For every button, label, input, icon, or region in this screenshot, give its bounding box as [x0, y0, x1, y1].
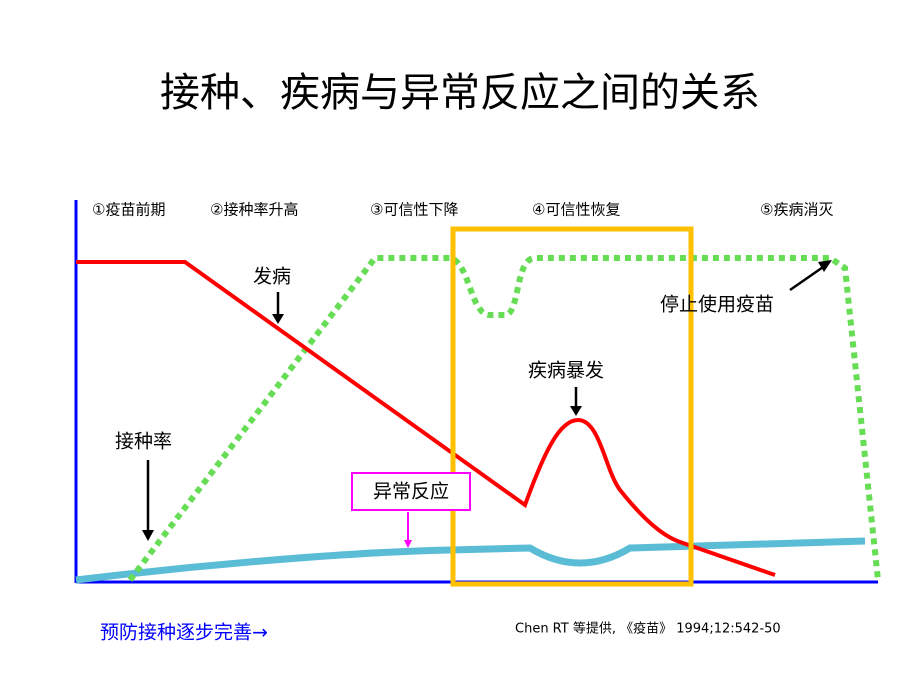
- slide-title: 接种、疾病与异常反应之间的关系: [160, 70, 760, 116]
- annotation: 异常反应: [373, 481, 449, 503]
- arrow-head: [570, 406, 582, 416]
- annotation: 接种率: [115, 431, 172, 453]
- phase-label: ①疫苗前期: [92, 201, 165, 219]
- highlight-box: [450, 226, 694, 587]
- annotation: 停止使用疫苗: [660, 294, 774, 316]
- annotation: 疾病暴发: [528, 360, 604, 382]
- phase-label: ⑤疾病消灭: [760, 201, 833, 219]
- label-box: [351, 472, 471, 511]
- arrow: [789, 263, 827, 292]
- arrow-head: [142, 530, 154, 541]
- annotation: 发病: [253, 266, 291, 288]
- coverage-curve: [127, 255, 881, 582]
- phase-label: ④可信性恢复: [532, 201, 620, 219]
- arrow-head: [272, 314, 284, 324]
- disease-curve: [76, 260, 776, 577]
- footer: 预防接种逐步完善→: [100, 622, 268, 644]
- phase-label: ③可信性下降: [370, 201, 458, 219]
- citation: Chen RT 等提供, 《疫苗》 1994;12:542-50: [515, 621, 781, 637]
- phase-label: ②接种率升高: [210, 201, 298, 219]
- arrow-head: [404, 540, 412, 548]
- adverse-curve: [75, 537, 866, 584]
- arrow-head: [818, 260, 832, 272]
